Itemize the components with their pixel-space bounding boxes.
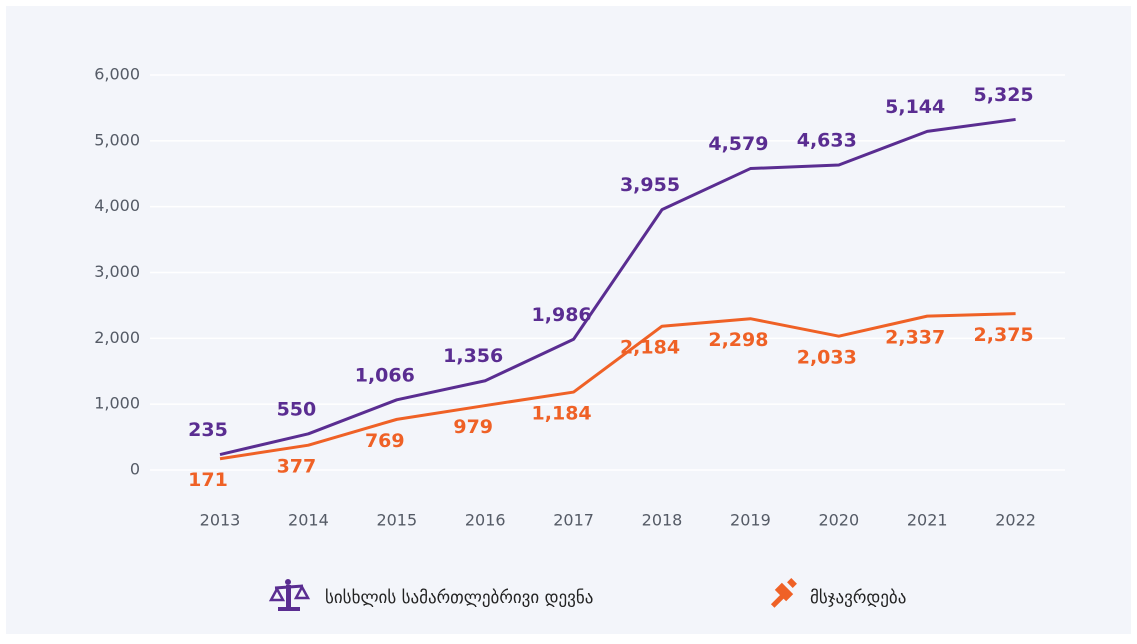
data-label: 5,325 bbox=[974, 84, 1034, 106]
data-label: 2,184 bbox=[620, 337, 680, 359]
data-label: 3,955 bbox=[620, 174, 680, 196]
series-line bbox=[219, 312, 1016, 461]
data-label: 1,356 bbox=[443, 345, 503, 367]
x-tick-label: 2017 bbox=[553, 511, 594, 530]
legend-icon-scales bbox=[268, 579, 311, 611]
data-label: 4,633 bbox=[797, 129, 857, 151]
y-tick-label: 6,000 bbox=[94, 65, 140, 84]
series-line bbox=[219, 117, 1016, 456]
y-tick-label: 0 bbox=[130, 460, 140, 479]
x-tick-label: 2022 bbox=[995, 511, 1036, 530]
x-tick-label: 2016 bbox=[465, 511, 506, 530]
y-tick-label: 2,000 bbox=[94, 328, 140, 347]
x-tick-label: 2019 bbox=[730, 511, 771, 530]
data-label: 2,033 bbox=[797, 347, 857, 369]
y-tick-label: 1,000 bbox=[94, 394, 140, 413]
data-label: 171 bbox=[188, 469, 228, 491]
legend-label: მსჯავრდება bbox=[810, 588, 906, 608]
y-tick-label: 5,000 bbox=[94, 130, 140, 149]
data-label: 979 bbox=[453, 416, 493, 438]
data-label: 2,298 bbox=[708, 329, 768, 351]
data-label: 5,144 bbox=[885, 96, 945, 118]
data-label: 550 bbox=[277, 398, 317, 420]
legend-label: სისხლის სამართლებრივი დევნა bbox=[325, 588, 593, 608]
data-label: 2,337 bbox=[885, 327, 945, 349]
x-tick-label: 2021 bbox=[907, 511, 948, 530]
chart-background bbox=[6, 6, 1131, 634]
data-label: 1,066 bbox=[355, 364, 415, 386]
x-tick-label: 2013 bbox=[200, 511, 241, 530]
data-label: 2,375 bbox=[974, 324, 1034, 346]
data-label: 1,986 bbox=[532, 304, 592, 326]
data-label: 4,579 bbox=[708, 133, 768, 155]
x-tick-label: 2015 bbox=[376, 511, 417, 530]
y-tick-label: 4,000 bbox=[94, 196, 140, 215]
legend-icon-gavel bbox=[770, 578, 797, 608]
x-tick-label: 2020 bbox=[818, 511, 859, 530]
data-label: 377 bbox=[277, 456, 317, 478]
y-tick-label: 3,000 bbox=[94, 262, 140, 281]
x-tick-label: 2018 bbox=[642, 511, 683, 530]
data-label: 235 bbox=[188, 419, 228, 441]
data-label: 769 bbox=[365, 430, 405, 452]
x-tick-label: 2014 bbox=[288, 511, 329, 530]
data-label: 1,184 bbox=[532, 403, 592, 425]
